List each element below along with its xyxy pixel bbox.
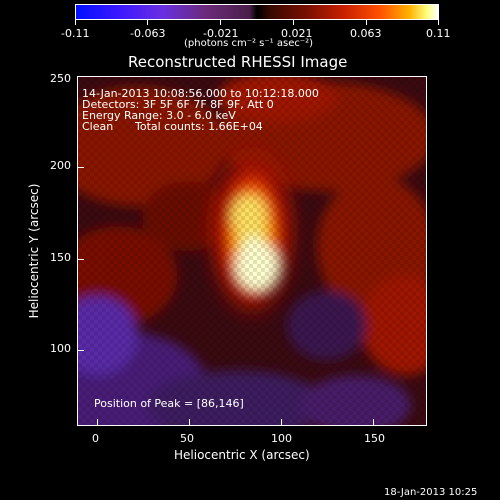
colorbar-tick-label: -0.021: [203, 27, 239, 40]
image-plot: 14-Jan-2013 10:08:56.000 to 10:12:18.000…: [77, 76, 427, 426]
x-tick-mark: [373, 419, 374, 425]
x-tick-label: 150: [364, 432, 385, 445]
annotation-detectors: Detectors: 3F 5F 6F 7F 8F 9F, Att 0: [82, 98, 274, 111]
colorbar-tick: [75, 20, 76, 25]
solar-image: [78, 77, 426, 425]
colorbar-tick-label: 0.021: [281, 27, 313, 40]
x-tick-mark: [97, 419, 98, 425]
colorbar-tick: [293, 20, 294, 25]
annotation-energy-range: Energy Range: 3.0 - 6.0 keV: [82, 109, 236, 122]
x-tick-mark: [189, 419, 190, 425]
annotation-peak-position: Position of Peak = [86,146]: [94, 397, 244, 410]
y-tick-label: 250: [50, 72, 71, 85]
footer-timestamp: 18-Jan-2013 10:25: [384, 487, 478, 498]
colorbar-tick: [147, 20, 148, 25]
y-tick-mark: [78, 259, 84, 260]
x-tick-mark: [281, 419, 282, 425]
annotation-clean: Clean: [82, 120, 114, 133]
colorbar-tick-label: -0.11: [61, 27, 90, 40]
y-tick-label: 200: [50, 159, 71, 172]
colorbar-tick: [366, 20, 367, 25]
x-tick-label: 50: [180, 432, 194, 445]
colorbar-tick: [220, 20, 221, 25]
annotation-total-counts: Total counts: 1.66E+04: [135, 120, 263, 133]
x-tick-label: 0: [92, 432, 99, 445]
x-tick-label: 100: [271, 432, 292, 445]
x-axis-label: Heliocentric X (arcsec): [174, 448, 310, 462]
colorbar-tick-label: 0.063: [350, 27, 382, 40]
page-title: Reconstructed RHESSI Image: [128, 53, 348, 71]
y-tick-mark: [78, 350, 84, 351]
annotation-time-range: 14-Jan-2013 10:08:56.000 to 10:12:18.000: [82, 87, 319, 100]
colorbar-unit: (photons cm⁻² s⁻¹ asec⁻²): [184, 38, 314, 49]
y-tick-label: 150: [50, 251, 71, 264]
colorbar-tick: [438, 20, 439, 25]
y-tick-label: 100: [50, 342, 71, 355]
colorbar-tick-label: 0.11: [426, 27, 451, 40]
y-axis-label: Heliocentric Y (arcsec): [27, 183, 41, 319]
colorbar-tick-label: -0.063: [130, 27, 166, 40]
colorbar: [75, 4, 439, 20]
y-tick-mark: [78, 167, 84, 168]
